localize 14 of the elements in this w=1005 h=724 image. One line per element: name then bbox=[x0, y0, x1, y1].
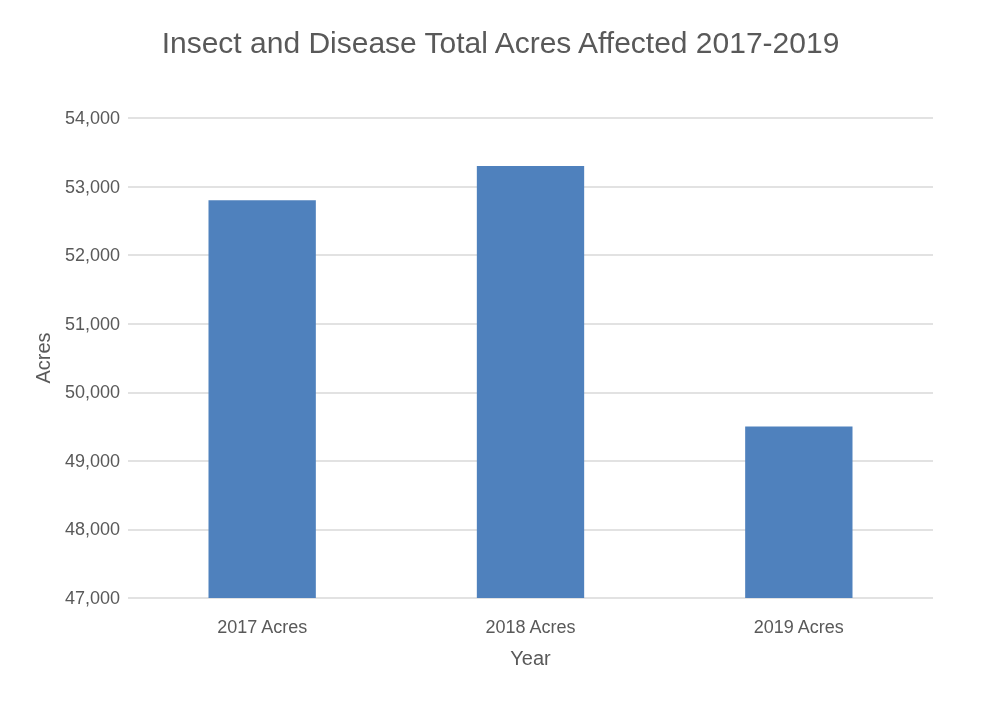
y-tick-label: 51,000 bbox=[64, 313, 120, 334]
y-tick-label: 53,000 bbox=[64, 176, 120, 197]
x-tick-label: 2017 Acres bbox=[217, 617, 308, 637]
y-tick-label: 50,000 bbox=[64, 382, 120, 403]
y-tick-label: 49,000 bbox=[64, 450, 120, 471]
y-tick-label: 54,000 bbox=[64, 108, 120, 128]
y-tick-label: 52,000 bbox=[64, 245, 120, 266]
y-axis-title: Acres bbox=[32, 332, 54, 384]
y-tick-label: 47,000 bbox=[64, 588, 120, 608]
x-tick-label: 2019 Acres bbox=[753, 617, 844, 637]
x-axis-title: Year bbox=[510, 647, 552, 669]
x-tick-label: 2018 Acres bbox=[485, 617, 576, 637]
y-tick-label: 48,000 bbox=[64, 519, 120, 540]
chart-title: Insect and Disease Total Acres Affected 2017-2019 bbox=[161, 25, 840, 59]
